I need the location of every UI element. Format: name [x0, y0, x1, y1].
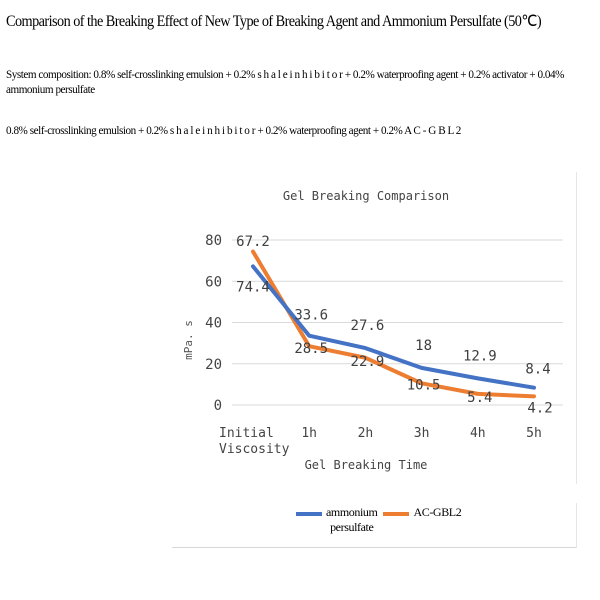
- legend-label-line: persulfate: [330, 520, 374, 534]
- legend-label: AC-GBL2: [413, 505, 462, 519]
- legend-item-ammonium-persulfate[interactable]: ammonium persulfate: [296, 505, 378, 535]
- series-lines: [251, 249, 536, 399]
- data-label: 12.9: [463, 348, 497, 364]
- y-tick-label: 60: [205, 274, 222, 290]
- y-tick-label: 20: [205, 357, 222, 373]
- data-labels: 67.2 33.6 27.6 18 12.9 8.4 74.4 28.5 22.9 10.5 5.4…: [236, 234, 553, 416]
- x-tick-label: 4h: [470, 426, 486, 441]
- x-tick-label: 3h: [414, 426, 430, 441]
- y-tick-label: 0: [214, 398, 222, 414]
- series-line-ac-gbl2: [251, 249, 536, 399]
- data-label: 22.9: [351, 354, 385, 370]
- y-axis-label: mPa. s: [182, 320, 195, 360]
- data-label: 74.4: [236, 279, 270, 295]
- x-tick-label: Initial Viscosity: [219, 426, 290, 457]
- chart-title: Gel Breaking Comparison: [283, 189, 449, 203]
- chart-frame: [172, 172, 577, 484]
- data-label: 33.6: [294, 308, 328, 324]
- x-tick-label: 5h: [526, 426, 542, 441]
- data-label: 5.4: [467, 390, 492, 406]
- x-tick-label-line: Initial: [219, 426, 274, 441]
- x-tick-labels: Initial Viscosity 1h 2h 3h 4h 5h: [219, 426, 542, 457]
- x-tick-label: 1h: [301, 426, 317, 441]
- chart-legend: ammonium persulfate AC-GBL2: [296, 505, 467, 535]
- gridlines: [232, 239, 563, 406]
- x-axis-label: Gel Breaking Time: [305, 458, 428, 472]
- y-tick-label: 40: [205, 316, 222, 332]
- legend-frame: [172, 503, 577, 548]
- page-heading: Comparison of the Breaking Effect of New…: [6, 13, 542, 30]
- legend-label-line: ammonium: [326, 505, 378, 519]
- y-tick-labels: 0 20 40 60 80: [205, 233, 222, 414]
- x-tick-label-line: Viscosity: [219, 442, 290, 457]
- data-label: 18: [415, 338, 432, 354]
- system-composition-text: System composition: 0.8% self-crosslinki…: [6, 67, 564, 96]
- x-tick-label-line: 1h: [301, 426, 317, 441]
- data-label: 8.4: [525, 362, 550, 378]
- x-tick-label-line: 3h: [414, 426, 430, 441]
- data-label: 4.2: [527, 400, 552, 416]
- y-tick-label: 80: [205, 233, 222, 249]
- legend-swatch-blue: [296, 512, 322, 516]
- x-tick-label-line: 2h: [358, 426, 374, 441]
- ac-gbl2-composition-text: 0.8% self-crosslinking emulsion + 0.2% s…: [6, 123, 461, 137]
- x-tick-label: 2h: [358, 426, 374, 441]
- data-label: 67.2: [236, 234, 270, 250]
- legend-label: ammonium persulfate: [326, 505, 378, 535]
- x-tick-label-line: 5h: [526, 426, 542, 441]
- legend-swatch-orange: [383, 512, 410, 516]
- x-tick-label-line: 4h: [470, 426, 486, 441]
- data-label: 10.5: [407, 377, 441, 393]
- data-label: 28.5: [294, 341, 328, 357]
- data-label: 27.6: [351, 318, 385, 334]
- series-line-ammonium-persulfate: [251, 264, 536, 390]
- legend-item-ac-gbl2[interactable]: AC-GBL2: [383, 505, 462, 520]
